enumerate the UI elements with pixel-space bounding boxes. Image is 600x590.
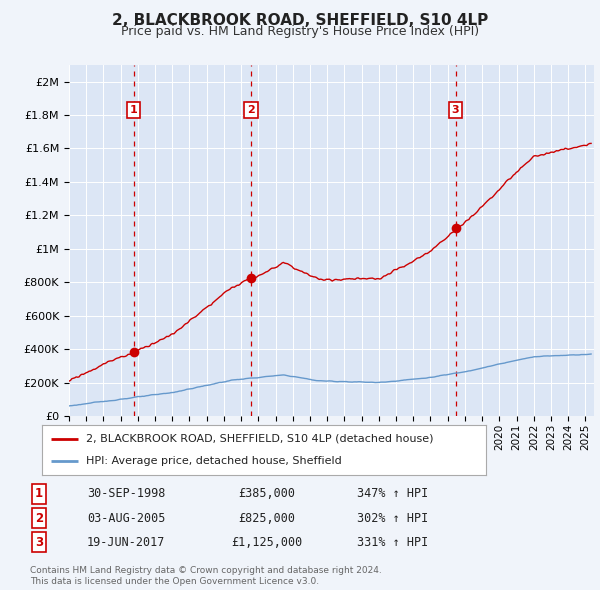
Text: 2, BLACKBROOK ROAD, SHEFFIELD, S10 4LP (detached house): 2, BLACKBROOK ROAD, SHEFFIELD, S10 4LP (… (86, 434, 434, 444)
Text: 1: 1 (130, 105, 137, 115)
Text: Price paid vs. HM Land Registry's House Price Index (HPI): Price paid vs. HM Land Registry's House … (121, 25, 479, 38)
Text: 331% ↑ HPI: 331% ↑ HPI (358, 536, 428, 549)
Text: 2, BLACKBROOK ROAD, SHEFFIELD, S10 4LP: 2, BLACKBROOK ROAD, SHEFFIELD, S10 4LP (112, 13, 488, 28)
Text: 2: 2 (35, 512, 43, 525)
Text: 347% ↑ HPI: 347% ↑ HPI (358, 487, 428, 500)
Text: £825,000: £825,000 (239, 512, 296, 525)
Text: 1: 1 (35, 487, 43, 500)
Text: £385,000: £385,000 (239, 487, 296, 500)
Text: Contains HM Land Registry data © Crown copyright and database right 2024.
This d: Contains HM Land Registry data © Crown c… (30, 566, 382, 586)
Text: 3: 3 (452, 105, 460, 115)
Text: 3: 3 (35, 536, 43, 549)
Text: 30-SEP-1998: 30-SEP-1998 (87, 487, 165, 500)
Text: 302% ↑ HPI: 302% ↑ HPI (358, 512, 428, 525)
Text: £1,125,000: £1,125,000 (232, 536, 302, 549)
Text: 2: 2 (247, 105, 255, 115)
Text: 19-JUN-2017: 19-JUN-2017 (87, 536, 165, 549)
Text: 03-AUG-2005: 03-AUG-2005 (87, 512, 165, 525)
Text: HPI: Average price, detached house, Sheffield: HPI: Average price, detached house, Shef… (86, 456, 342, 466)
